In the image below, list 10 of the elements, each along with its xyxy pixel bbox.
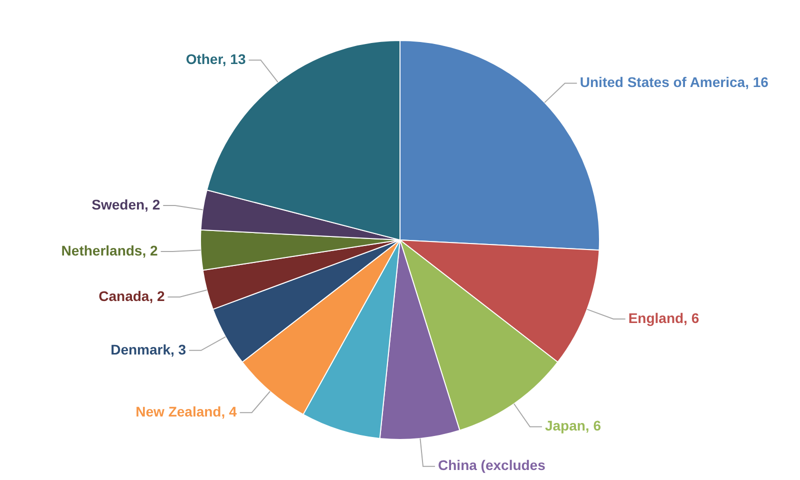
slice-label: Sweden, 2: [92, 196, 160, 212]
slice-label: Netherlands, 2: [61, 242, 158, 258]
slice-label: China (excludes: [438, 457, 546, 474]
slice-label: Japan, 6: [544, 418, 602, 434]
slice-label: United States of America, 16: [580, 74, 769, 90]
slice-label: England, 6: [628, 310, 700, 326]
slice-label: Canada, 2: [98, 288, 165, 304]
slice-label: New Zealand, 4: [136, 403, 238, 420]
slice-label: Other, 13: [186, 50, 246, 67]
slice-label: Denmark, 3: [110, 341, 186, 358]
